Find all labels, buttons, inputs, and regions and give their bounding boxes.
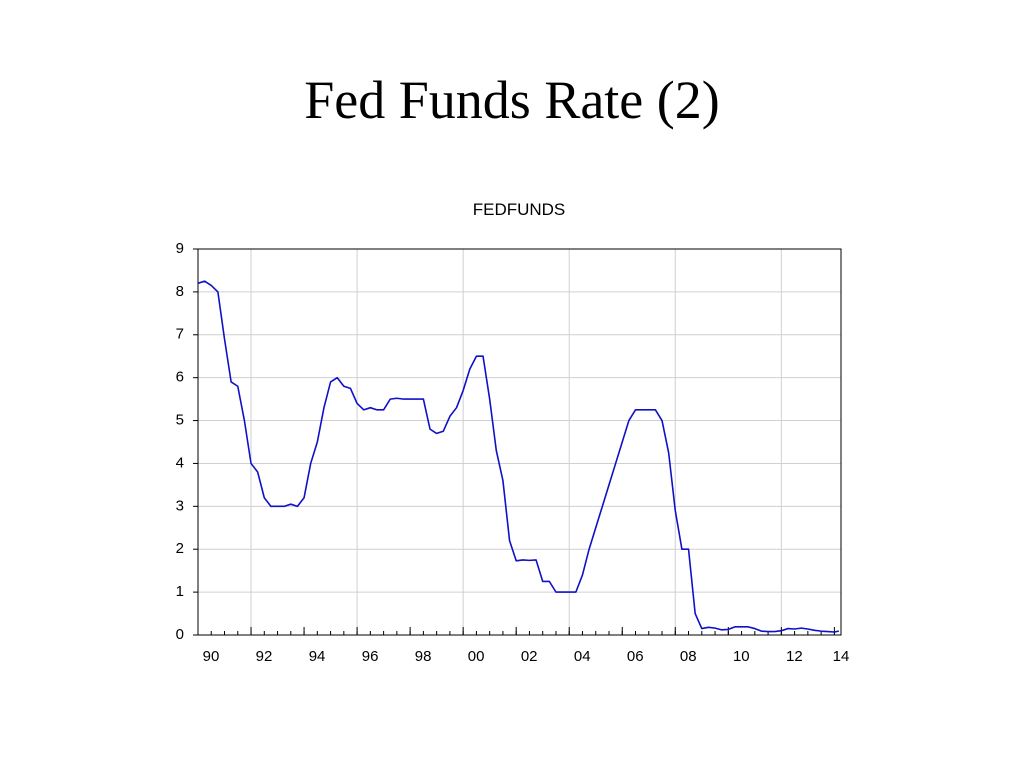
y-tick-label: 9 [176, 240, 184, 257]
data-line [197, 280, 840, 633]
x-tick-label: 00 [468, 648, 485, 665]
y-tick-label: 1 [176, 583, 184, 600]
x-tick-label: 12 [786, 648, 803, 665]
x-tick-label: 08 [680, 648, 697, 665]
x-tick-label: 94 [309, 648, 326, 665]
y-tick-label: 6 [176, 369, 184, 386]
x-tick-label: 90 [203, 648, 220, 665]
x-tick-label: 92 [256, 648, 273, 665]
y-tick-label: 0 [176, 626, 184, 643]
y-tick-label: 4 [176, 454, 184, 471]
y-tick-label: 7 [176, 326, 184, 343]
chart-title: FEDFUNDS [473, 200, 566, 219]
y-tick-label: 3 [176, 497, 184, 514]
y-tick-label: 2 [176, 540, 184, 557]
x-tick-label: 04 [574, 648, 591, 665]
x-tick-label: 06 [627, 648, 644, 665]
x-tick-label: 14 [833, 648, 850, 665]
x-tick-label: 02 [521, 648, 538, 665]
x-tick-label: 96 [362, 648, 379, 665]
x-tick-label: 98 [415, 648, 432, 665]
x-tick-label: 10 [733, 648, 750, 665]
y-tick-label: 8 [176, 283, 184, 300]
y-tick-label: 5 [176, 412, 184, 429]
slide-title: Fed Funds Rate (2) [304, 70, 719, 130]
plot-frame [197, 248, 842, 636]
